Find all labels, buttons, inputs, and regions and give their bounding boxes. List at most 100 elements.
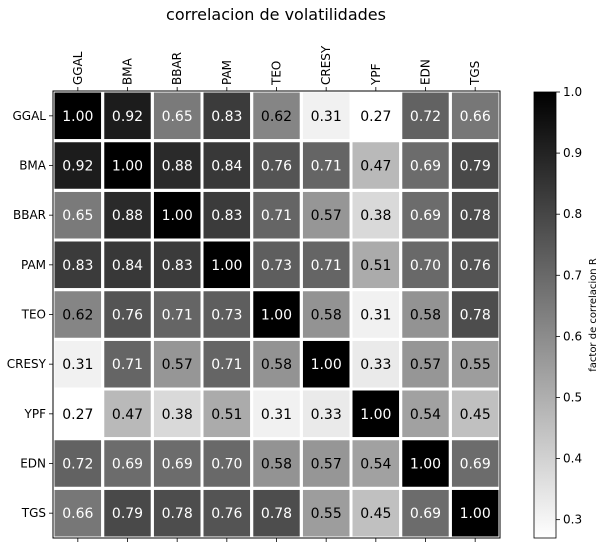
cell-value-TEO-TEO: 1.00	[261, 308, 292, 324]
cell-value-EDN-GGAL: 0.72	[62, 457, 93, 473]
cell-value-CRESY-GGAL: 0.31	[62, 357, 93, 373]
cell-value-BMA-BBAR: 0.88	[162, 159, 193, 175]
cell-value-PAM-BMA: 0.84	[112, 258, 143, 274]
cell-value-TEO-CRESY: 0.58	[311, 308, 342, 324]
cell-value-BMA-BMA: 1.00	[112, 159, 143, 175]
cell-value-PAM-TEO: 0.73	[261, 258, 292, 274]
y-tick-label-EDN: EDN	[20, 457, 46, 471]
cell-value-EDN-EDN: 1.00	[410, 457, 441, 473]
x-axis-ticks: GGAL BMA BBAR PAM TEO CRESY YPF EDN TGS	[71, 45, 482, 542]
cell-CRESY-PAM	[203, 340, 251, 388]
cell-TEO-GGAL	[54, 291, 102, 338]
cell-EDN-TGS	[451, 440, 499, 487]
cell-TGS-BBAR	[153, 489, 201, 537]
cell-PAM-TGS	[451, 241, 499, 289]
cell-value-BBAR-GGAL: 0.65	[62, 208, 93, 224]
colorbar-tick-label: 1.0	[563, 85, 582, 99]
cell-PAM-EDN	[402, 241, 449, 289]
cell-value-CRESY-BBAR: 0.57	[162, 357, 193, 373]
x-tick-label-YPF: YPF	[369, 63, 383, 86]
cell-value-BBAR-YPF: 0.38	[360, 208, 391, 224]
cell-value-YPF-PAM: 0.51	[211, 407, 242, 423]
cell-CRESY-BMA	[104, 340, 151, 388]
cell-value-YPF-CRESY: 0.33	[311, 407, 342, 423]
cell-value-TGS-TGS: 1.00	[460, 506, 491, 522]
cell-YPF-PAM	[203, 390, 251, 438]
y-tick-label-TEO: TEO	[21, 308, 46, 322]
colorbar-label: factor de correlacion R	[588, 258, 599, 372]
cell-value-BBAR-EDN: 0.69	[410, 208, 441, 224]
cell-GGAL-GGAL	[54, 92, 102, 140]
cell-BMA-GGAL	[54, 142, 102, 189]
cell-EDN-TEO	[253, 440, 300, 487]
colorbar-tick-label: 0.5	[563, 390, 582, 404]
cell-value-BBAR-BMA: 0.88	[112, 208, 143, 224]
cell-EDN-GGAL	[54, 440, 102, 487]
cell-BMA-EDN	[402, 142, 449, 189]
cell-value-TEO-TGS: 0.78	[460, 308, 491, 324]
cell-PAM-YPF	[352, 241, 400, 289]
cell-value-YPF-BBAR: 0.38	[162, 407, 193, 423]
cell-value-TEO-BMA: 0.76	[112, 308, 143, 324]
cell-value-CRESY-YPF: 0.33	[360, 357, 391, 373]
x-tick-label-BMA: BMA	[121, 57, 135, 85]
cell-value-TGS-GGAL: 0.66	[62, 506, 93, 522]
cell-value-TEO-GGAL: 0.62	[62, 308, 93, 324]
heatmap-cell-labels: 1.00 0.92 0.65 0.83 0.62 0.31 0.27 0.72 0.66 0.92…	[62, 109, 491, 522]
cell-value-GGAL-TGS: 0.66	[460, 109, 491, 125]
cell-CRESY-YPF	[352, 340, 400, 388]
cell-GGAL-TEO	[253, 92, 300, 140]
cell-BBAR-PAM	[203, 191, 251, 239]
cell-BBAR-TEO	[253, 191, 300, 239]
cell-TEO-CRESY	[302, 291, 350, 338]
cell-value-TGS-CRESY: 0.55	[311, 506, 342, 522]
cell-value-TGS-TEO: 0.78	[261, 506, 292, 522]
cell-EDN-YPF	[352, 440, 400, 487]
cell-CRESY-TGS	[451, 340, 499, 388]
cell-value-BBAR-TGS: 0.78	[460, 208, 491, 224]
cell-BBAR-TGS	[451, 191, 499, 239]
cell-value-PAM-BBAR: 0.83	[162, 258, 193, 274]
x-tick-label-CRESY: CRESY	[319, 45, 333, 85]
cell-value-YPF-EDN: 0.54	[410, 407, 441, 423]
cell-TEO-EDN	[402, 291, 449, 338]
y-tick-label-YPF: YPF	[24, 407, 47, 421]
cell-TEO-TEO	[253, 291, 300, 338]
colorbar-tick-label: 0.3	[563, 513, 582, 527]
y-tick-label-CRESY: CRESY	[7, 357, 47, 371]
plot-frame	[52, 90, 501, 539]
cell-PAM-BBAR	[153, 241, 201, 289]
cell-TGS-TEO	[253, 489, 300, 537]
cell-value-CRESY-CRESY: 1.00	[311, 357, 342, 373]
cell-CRESY-CRESY	[302, 340, 350, 388]
cell-value-GGAL-YPF: 0.27	[360, 109, 391, 125]
cell-BMA-CRESY	[302, 142, 350, 189]
heatmap-cells	[53, 91, 500, 538]
cell-value-TEO-YPF: 0.31	[360, 308, 391, 324]
cell-value-YPF-TEO: 0.31	[261, 407, 292, 423]
colorbar-tick-label: 0.7	[563, 268, 582, 282]
cell-value-PAM-PAM: 1.00	[211, 258, 242, 274]
cell-CRESY-EDN	[402, 340, 449, 388]
cell-GGAL-BBAR	[153, 92, 201, 140]
cell-YPF-EDN	[402, 390, 449, 438]
cell-YPF-BBAR	[153, 390, 201, 438]
cell-BMA-PAM	[203, 142, 251, 189]
cell-GGAL-YPF	[352, 92, 400, 140]
cell-TGS-YPF	[352, 489, 400, 537]
cell-value-YPF-GGAL: 0.27	[62, 407, 93, 423]
colorbar-tick-label: 0.4	[563, 452, 582, 466]
cell-YPF-GGAL	[54, 390, 102, 438]
cell-TGS-BMA	[104, 489, 151, 537]
cell-BBAR-GGAL	[54, 191, 102, 239]
cell-EDN-PAM	[203, 440, 251, 487]
cell-value-YPF-BMA: 0.47	[112, 407, 143, 423]
cell-TEO-PAM	[203, 291, 251, 338]
colorbar: 0.3 0.4 0.5 0.6 0.7 0.8 0.9 1.0 factor de corre…	[533, 85, 599, 539]
cell-GGAL-TGS	[451, 92, 499, 140]
cell-value-PAM-CRESY: 0.71	[311, 258, 342, 274]
cell-TGS-EDN	[402, 489, 449, 537]
cell-value-GGAL-EDN: 0.72	[410, 109, 441, 125]
cell-TEO-BMA	[104, 291, 151, 338]
